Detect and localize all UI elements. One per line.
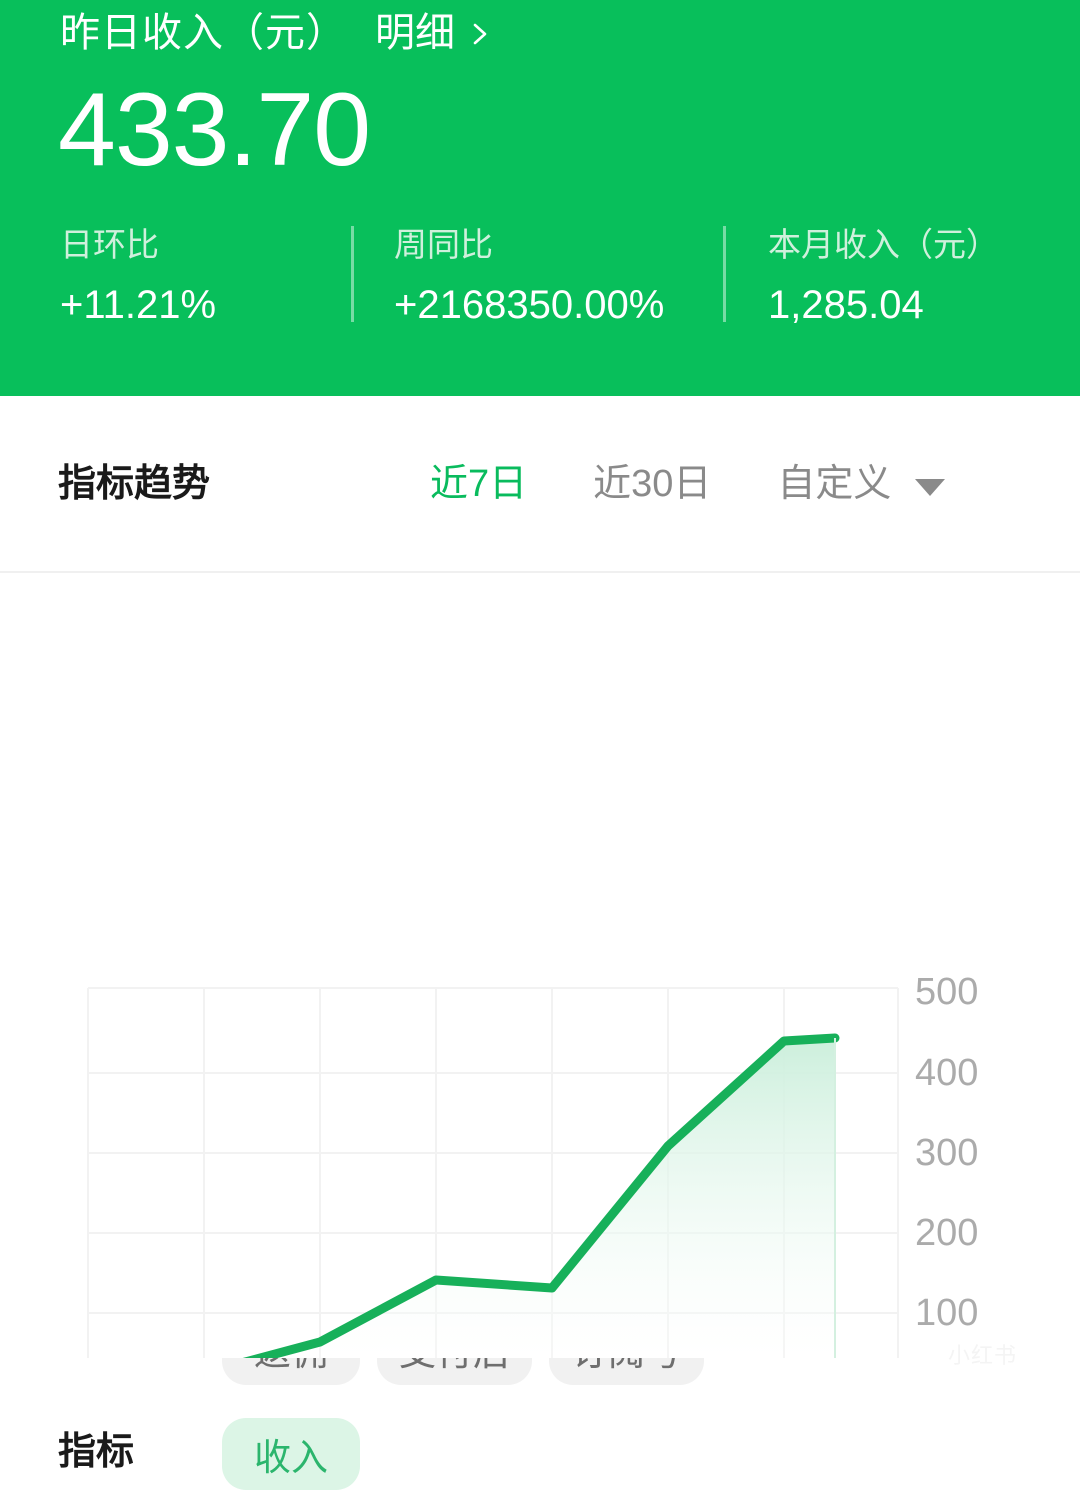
- stat-label: 周同比: [394, 226, 493, 263]
- income-trend-chart[interactable]: 500 400 300 200 100: [0, 953, 1080, 1358]
- range-tab-group: 近7日 近30日 自定义: [430, 457, 946, 511]
- y-tick-label: 200: [915, 1212, 979, 1254]
- chevron-right-icon[interactable]: [469, 23, 491, 45]
- detail-link[interactable]: 明细: [375, 11, 455, 55]
- section-divider: [0, 571, 1080, 573]
- chart-y-axis: 500 400 300 200 100: [0, 953, 1080, 1358]
- income-amount: 433.70: [58, 72, 371, 188]
- tab-custom-range[interactable]: 自定义: [777, 463, 892, 505]
- chevron-down-icon[interactable]: [915, 478, 946, 496]
- header-title-row: 昨日收入（元） 明细: [60, 8, 491, 58]
- stat-divider: [351, 226, 354, 322]
- chart-line-series-income: [242, 1033, 840, 1358]
- stat-label: 日环比: [60, 226, 159, 263]
- header-stats-row: 日环比 +11.21% 周同比 +2168350.00% 本月收入（元） 1,2…: [0, 222, 1080, 332]
- filters-panel: 广告位 所有 底部 文中 中贴 后贴 返佣 支付后 订阅号 指标 收入: [0, 573, 1080, 1490]
- y-tick-label: 500: [915, 971, 979, 1013]
- tab-last-7-days[interactable]: 近7日: [430, 463, 528, 505]
- chart-canvas: [87, 987, 899, 1358]
- stat-month-income: 本月收入（元） 1,285.04: [768, 222, 999, 332]
- y-tick-label: 400: [915, 1052, 979, 1094]
- y-tick-label: 100: [915, 1292, 979, 1334]
- stat-value: 1,285.04: [768, 283, 924, 327]
- stat-divider: [723, 226, 726, 322]
- stat-label: 本月收入（元）: [768, 226, 999, 263]
- page-title: 昨日收入（元）: [60, 11, 347, 55]
- trend-header-row: 指标趋势 近7日 近30日 自定义: [0, 396, 1080, 572]
- section-title-trend: 指标趋势: [58, 463, 211, 505]
- filter-label-metric: 指标: [58, 1431, 135, 1473]
- y-tick-label: 300: [915, 1132, 979, 1174]
- stat-week-over-week: 周同比 +2168350.00%: [394, 222, 664, 332]
- chip-metric-income[interactable]: 收入: [222, 1418, 360, 1490]
- watermark: 小红书: [948, 1343, 1018, 1368]
- income-header-panel: 昨日收入（元） 明细 433.70 日环比 +11.21% 周同比 +21683…: [0, 0, 1080, 396]
- stat-value: +11.21%: [60, 283, 217, 327]
- chart-area-fill: [88, 1038, 835, 1358]
- tab-last-30-days[interactable]: 近30日: [593, 463, 712, 505]
- metric-chip-row: 收入: [222, 1418, 377, 1490]
- stat-day-over-day: 日环比 +11.21%: [60, 222, 216, 332]
- stat-value: +2168350.00%: [394, 283, 665, 327]
